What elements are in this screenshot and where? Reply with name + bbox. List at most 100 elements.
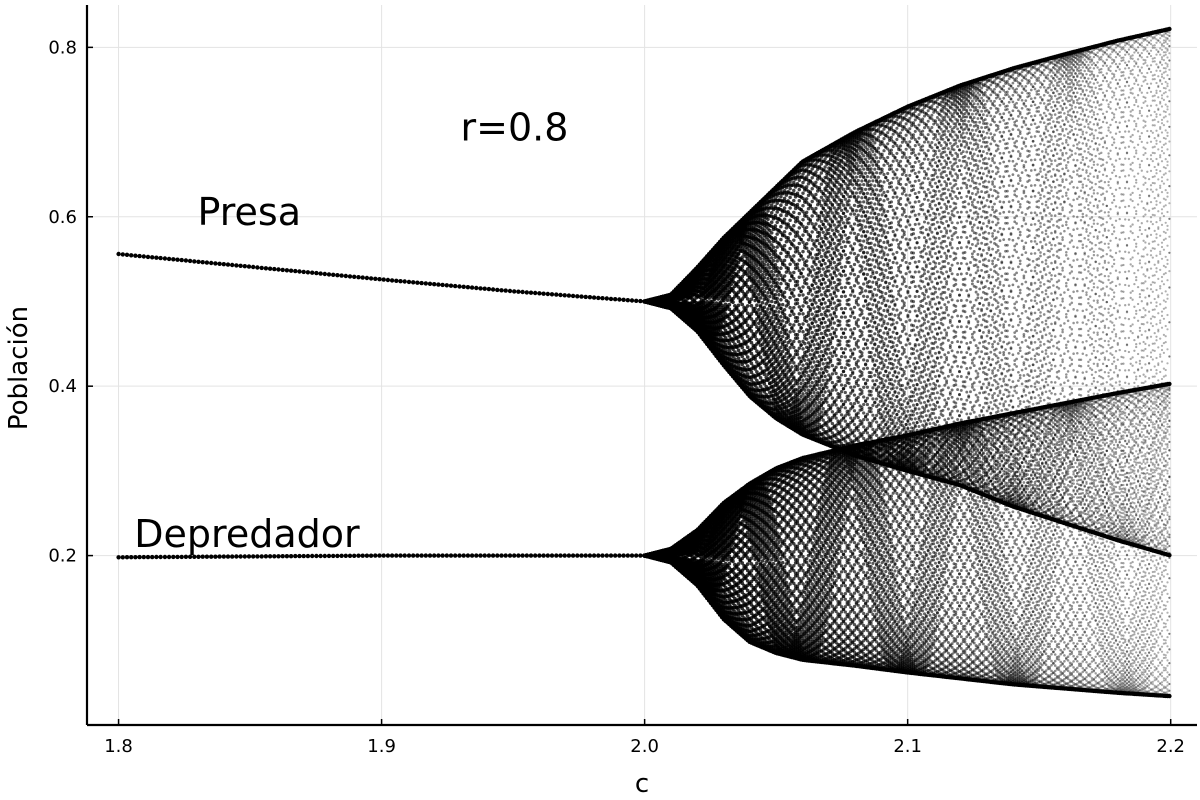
data-point	[779, 203, 783, 207]
data-point	[766, 307, 770, 311]
data-point	[788, 262, 792, 266]
data-point	[495, 288, 499, 292]
data-point	[369, 276, 373, 280]
data-point	[772, 288, 776, 292]
data-point	[755, 303, 759, 307]
data-point	[205, 260, 209, 264]
data-point	[779, 282, 783, 286]
data-point	[746, 323, 750, 327]
data-point	[746, 372, 750, 376]
data-point	[243, 264, 247, 268]
data-point	[788, 354, 792, 358]
data-point	[740, 346, 744, 350]
data-point	[774, 249, 778, 253]
data-point	[525, 290, 529, 294]
data-point	[310, 271, 314, 275]
data-point	[781, 335, 785, 339]
data-point	[788, 187, 792, 191]
data-point	[293, 269, 297, 273]
data-point	[579, 294, 583, 298]
data-point	[757, 300, 761, 304]
data-point	[377, 277, 381, 281]
data-point	[137, 254, 141, 258]
data-point	[746, 355, 750, 359]
data-point	[764, 280, 768, 284]
data-point	[788, 330, 792, 334]
data-point	[774, 236, 778, 240]
data-point	[788, 196, 792, 200]
data-point	[786, 317, 790, 321]
data-point	[783, 217, 787, 221]
data-point	[445, 283, 449, 287]
data-point	[146, 255, 150, 259]
data-point	[779, 195, 783, 199]
data-point	[772, 305, 776, 309]
data-point	[764, 294, 768, 298]
data-point	[777, 286, 781, 290]
data-point	[213, 261, 217, 265]
data-point	[255, 265, 259, 269]
data-point	[571, 294, 575, 298]
data-point	[772, 246, 776, 250]
data-point	[196, 260, 200, 264]
data-point	[424, 281, 428, 285]
data-point	[783, 197, 787, 201]
data-point	[327, 272, 331, 276]
data-point	[790, 365, 794, 369]
data-point	[520, 290, 524, 294]
data-point	[567, 293, 571, 297]
data-point	[737, 303, 741, 307]
data-point	[788, 369, 792, 373]
data-point	[788, 206, 792, 210]
data-point	[474, 286, 478, 290]
data-point	[478, 286, 482, 290]
data-point	[737, 348, 741, 352]
data-point	[504, 288, 508, 292]
data-point	[323, 272, 327, 276]
data-point	[297, 269, 301, 273]
data-point	[737, 356, 741, 360]
data-point	[763, 372, 767, 376]
data-point	[440, 283, 444, 287]
data-point	[786, 266, 790, 270]
data-point	[777, 302, 781, 306]
data-point	[546, 292, 550, 296]
data-point	[759, 355, 763, 359]
data-point	[768, 304, 772, 308]
data-point	[356, 275, 360, 279]
data-point	[436, 282, 440, 286]
data-point	[779, 307, 783, 311]
data-point	[759, 312, 763, 316]
data-point	[777, 270, 781, 274]
data-point	[772, 320, 776, 324]
data-point	[783, 295, 787, 299]
data-point	[386, 278, 390, 282]
data-point	[230, 263, 234, 267]
data-point	[744, 332, 748, 336]
data-point	[626, 298, 630, 302]
data-point	[763, 276, 767, 280]
data-point	[783, 244, 787, 248]
data-point	[121, 252, 125, 256]
data-point	[770, 203, 774, 207]
data-point	[768, 280, 772, 284]
data-point	[763, 263, 767, 267]
data-point	[318, 271, 322, 275]
data-point	[757, 308, 761, 312]
data-point	[234, 263, 238, 267]
data-point	[786, 222, 790, 226]
data-point	[766, 356, 770, 360]
data-point	[344, 274, 348, 278]
data-point	[470, 285, 474, 289]
data-point	[751, 288, 755, 292]
data-point	[788, 247, 792, 251]
data-point	[407, 280, 411, 284]
data-point	[167, 257, 171, 261]
data-point	[180, 258, 184, 262]
data-point	[786, 251, 790, 255]
data-point	[192, 259, 196, 263]
data-point	[419, 281, 423, 285]
data-point	[779, 331, 783, 335]
data-point	[777, 310, 781, 314]
